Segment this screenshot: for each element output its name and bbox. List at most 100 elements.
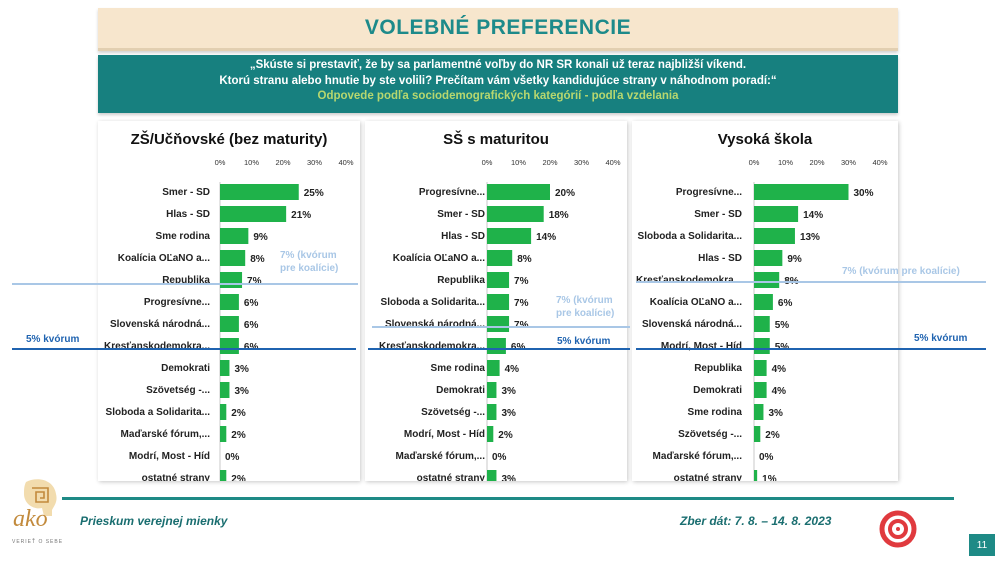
bar [487,184,550,200]
quorum-7-label-panel-2: 7% (kvórum pre koalície) [556,294,614,320]
quorum-5-label-panel-3: 5% kvórum [914,333,968,344]
x-tick-label: 30% [307,158,322,167]
data-label: 4% [772,386,787,397]
x-tick-label: 10% [511,158,526,167]
data-label: 2% [231,408,246,419]
bar [487,272,510,288]
data-label: 14% [803,210,823,221]
bar [220,228,249,244]
data-label: 18% [549,210,569,221]
data-label: 0% [492,452,507,463]
data-label: 6% [778,298,793,309]
quorum-5-label-panel-2: 5% kvórum [557,336,611,347]
category-label: Modrí, Most - Híd [129,451,210,462]
question-subtitle: Odpovede podľa sociodemografických kateg… [317,90,679,102]
bar [487,338,506,354]
category-label: Sloboda a Solidarita... [381,297,486,308]
category-label: Hlas - SD [166,209,210,220]
bar [754,382,767,398]
bar [754,404,764,420]
category-label: Demokrati [161,363,210,374]
bar [487,250,513,266]
question-box: „Skúste si prestaviť, že by sa parlament… [98,55,898,113]
bar [754,294,773,310]
x-tick-label: 10% [778,158,793,167]
category-label: Sme rodina [156,231,211,242]
category-label: Koalícia OĽaNO a... [393,253,485,264]
data-label: 2% [765,430,780,441]
bar [754,184,849,200]
quorum-5-line-panel-2 [368,348,630,350]
ako-tagline: VERIEŤ O SEBE [12,539,64,545]
footer-survey-label: Prieskum verejnej mienky [80,514,228,528]
category-label: Koalícia OĽaNO a... [650,297,742,308]
category-label: Koalícia OĽaNO a... [118,253,210,264]
bar [487,360,500,376]
bar [220,360,230,376]
chart-title: SŠ s maturitou [443,131,549,148]
data-label: 21% [291,210,311,221]
quorum-5-line-panel-3 [636,348,986,350]
ako-spiral-head-logo-icon [24,479,57,516]
category-label: Smer - SD [694,209,742,220]
category-label: Maďarské fórum,... [396,451,486,462]
x-tick-label: 30% [841,158,856,167]
data-label: 6% [244,320,259,331]
data-label: 14% [536,232,556,243]
quorum-7-text: 7% (kvórum [556,295,613,306]
chart-title: Vysoká škola [717,131,813,148]
data-label: 2% [231,474,246,481]
bar [754,470,758,481]
ako-wordmark: ako [13,506,48,532]
data-label: 7% [514,298,529,309]
quorum-7-line-panel-1 [12,283,358,285]
category-label: Maďarské fórum,... [121,429,211,440]
footer-date-range: Zber dát: 7. 8. – 14. 8. 2023 [680,514,832,528]
data-label: 3% [234,386,249,397]
bar [754,272,780,288]
category-label: Progresívne... [144,297,210,308]
bar [754,360,767,376]
bar [487,206,544,222]
category-label: Sloboda a Solidarita... [638,231,743,242]
ovko-swirl-logo-icon [879,510,917,548]
category-label: Progresívne... [419,187,485,198]
category-label: Progresívne... [676,187,742,198]
quorum-7-label-panel-1: 7% (kvórum pre koalície) [280,249,338,275]
data-label: 3% [234,364,249,375]
quorum-5-line-panel-1 [12,348,356,350]
quorum-7-label-panel-3: 7% (kvórum pre koalície) [842,266,960,277]
bar [220,404,227,420]
category-label: Hlas - SD [441,231,485,242]
data-label: 8% [517,254,532,265]
category-label: Slovenská národná... [642,319,742,330]
category-label: Slovenská národná... [385,319,485,330]
x-tick-label: 40% [605,158,620,167]
category-label: Republika [162,275,210,286]
page-number: 11 [969,534,995,556]
category-label: Kresťanskodemokra... [379,341,485,352]
data-label: 1% [762,474,777,481]
data-label: 4% [505,364,520,375]
category-label: Szövetség -... [146,385,210,396]
category-label: Smer - SD [162,187,210,198]
quorum-7-text: 7% (kvórum [280,250,337,261]
bar [754,206,799,222]
data-label: 20% [555,188,575,199]
quorum-7-text: pre koalície) [280,263,339,274]
x-tick-label: 0% [215,158,226,167]
category-label: Szövetség -... [421,407,485,418]
bar [487,382,497,398]
bar [487,294,510,310]
data-label: 30% [854,188,874,199]
bar [220,426,227,442]
category-label: ostatné strany [417,473,486,481]
category-label: Modrí, Most - Híd [661,341,742,352]
category-label: ostatné strany [142,473,211,481]
category-label: Sme rodina [688,407,743,418]
quorum-5-label-panel-1: 5% kvórum [26,334,80,345]
bar [220,316,239,332]
chart-panel-zs: ZŠ/Učňovské (bez maturity) 0% 10% 20% 30% 40… [98,121,360,481]
data-label: 6% [244,298,259,309]
category-label: Demokrati [693,385,742,396]
